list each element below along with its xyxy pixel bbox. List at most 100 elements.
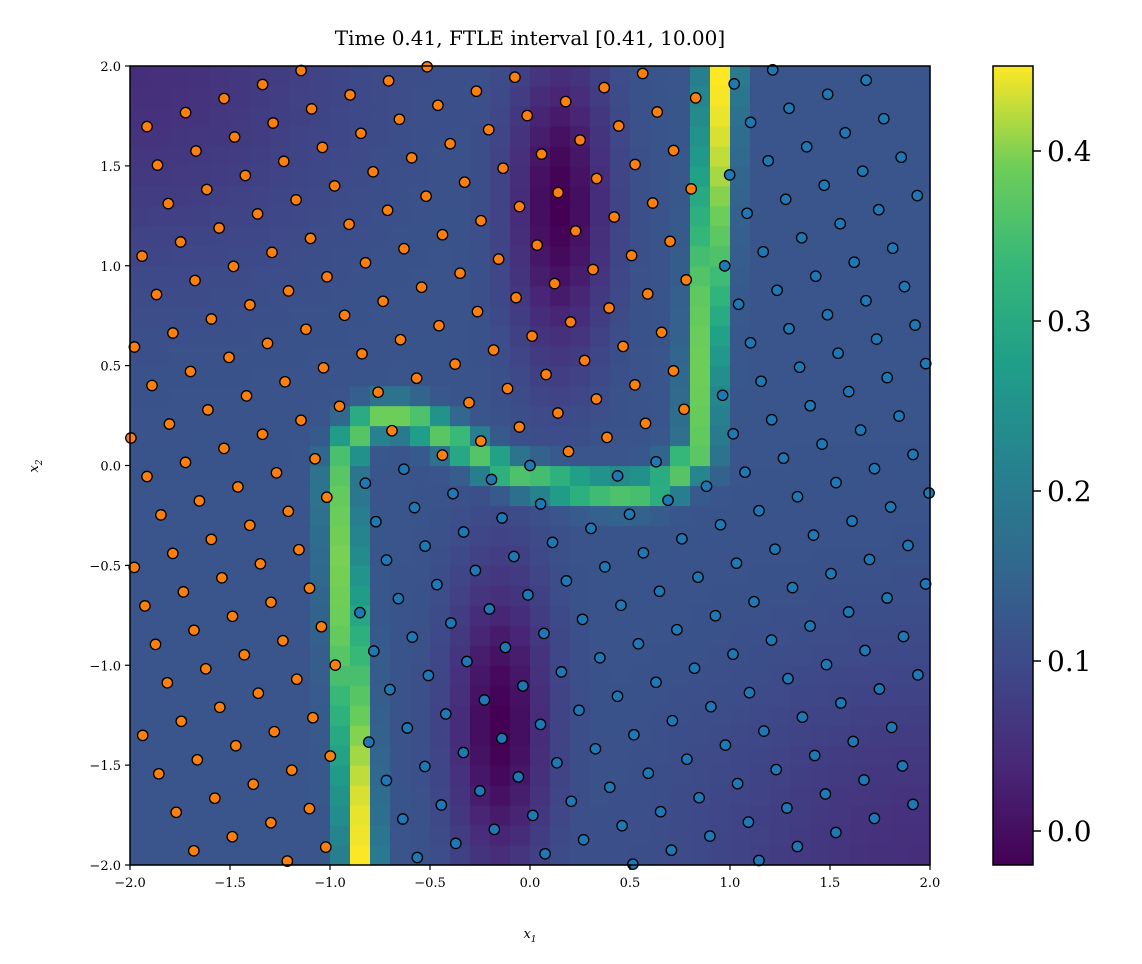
heatmap-cell bbox=[670, 105, 691, 127]
heatmap-cell bbox=[530, 825, 551, 846]
heatmap-cell bbox=[570, 565, 591, 586]
y-tick-label: 1.0 bbox=[100, 260, 121, 275]
heatmap-cell bbox=[750, 225, 771, 247]
heatmap-cell bbox=[190, 805, 211, 826]
particle-orange bbox=[449, 358, 461, 370]
heatmap-cell bbox=[310, 345, 331, 367]
heatmap-cell bbox=[830, 765, 851, 786]
heatmap-cell bbox=[650, 565, 671, 586]
heatmap-cell bbox=[150, 545, 171, 566]
heatmap-cell bbox=[310, 205, 331, 227]
particle-blue bbox=[615, 599, 627, 612]
heatmap-cell bbox=[370, 325, 391, 347]
particle-blue bbox=[907, 448, 919, 461]
heatmap-cell bbox=[290, 725, 311, 746]
heatmap-cell bbox=[610, 405, 631, 427]
heatmap-cell bbox=[370, 265, 391, 287]
particles bbox=[125, 60, 935, 871]
heatmap-cell bbox=[490, 605, 511, 626]
heatmap-cell bbox=[810, 585, 831, 606]
heatmap-cell bbox=[590, 105, 611, 127]
particle-orange bbox=[213, 222, 225, 234]
heatmap-cell bbox=[410, 385, 431, 407]
heatmap-cell bbox=[650, 385, 671, 407]
heatmap-cell bbox=[610, 485, 631, 507]
heatmap-cell bbox=[750, 345, 771, 367]
particle-orange bbox=[244, 299, 256, 311]
heatmap-cell bbox=[790, 505, 811, 527]
particle-blue bbox=[478, 694, 491, 706]
heatmap-cell bbox=[890, 685, 911, 706]
particle-orange bbox=[513, 200, 526, 213]
heatmap-cell bbox=[610, 445, 631, 467]
particle-blue bbox=[576, 613, 589, 626]
heatmap-cell bbox=[170, 825, 191, 846]
heatmap-cell bbox=[130, 825, 151, 846]
heatmap-cell bbox=[890, 825, 911, 846]
heatmap-cell bbox=[810, 325, 831, 347]
heatmap-cell bbox=[230, 445, 251, 467]
heatmap-cell bbox=[410, 125, 431, 147]
heatmap-cell bbox=[530, 685, 551, 706]
heatmap-cell bbox=[710, 845, 731, 866]
heatmap-cell bbox=[150, 725, 171, 746]
heatmap-cell bbox=[870, 385, 891, 407]
heatmap-cell bbox=[590, 685, 611, 706]
particle-blue bbox=[868, 462, 881, 475]
heatmap-cell bbox=[550, 485, 571, 507]
heatmap-cell bbox=[230, 685, 251, 706]
y-tick-label: −0.5 bbox=[89, 559, 121, 574]
y-tick-label: 2.0 bbox=[100, 60, 121, 75]
colorbar-ticks: 0.00.10.20.30.4 bbox=[1033, 135, 1092, 848]
heatmap-cell bbox=[190, 105, 211, 127]
heatmap-cell bbox=[830, 245, 851, 267]
heatmap-cell bbox=[710, 145, 731, 167]
particle-blue bbox=[755, 375, 767, 388]
heatmap-cell bbox=[690, 805, 711, 826]
heatmap-cell bbox=[890, 365, 911, 387]
heatmap-cell bbox=[390, 785, 411, 806]
particle-orange bbox=[199, 662, 212, 675]
heatmap-cell bbox=[450, 785, 471, 806]
particle-blue bbox=[786, 581, 799, 594]
heatmap-cell bbox=[170, 525, 191, 546]
heatmap-cell bbox=[250, 345, 271, 367]
particle-blue bbox=[757, 245, 770, 258]
heatmap-cell bbox=[190, 165, 211, 187]
heatmap-cell bbox=[170, 625, 191, 646]
heatmap-cell bbox=[910, 745, 931, 766]
heatmap-cell bbox=[810, 405, 831, 427]
heatmap-cell bbox=[530, 445, 551, 467]
heatmap-cell bbox=[230, 585, 251, 606]
heatmap-cell bbox=[610, 785, 631, 806]
heatmap-cell bbox=[810, 385, 831, 407]
heatmap-cell bbox=[890, 305, 911, 327]
particle-orange bbox=[247, 778, 260, 791]
heatmap-cell bbox=[470, 385, 491, 407]
particle-blue bbox=[856, 165, 869, 178]
heatmap-cell bbox=[630, 525, 651, 546]
heatmap-cell bbox=[130, 525, 151, 546]
particle-blue bbox=[830, 476, 842, 489]
particle-blue bbox=[616, 819, 628, 832]
heatmap-cell bbox=[870, 625, 891, 646]
heatmap-cell bbox=[790, 345, 811, 367]
x-tick-label: −2.0 bbox=[114, 876, 146, 891]
particle-orange bbox=[228, 131, 241, 143]
heatmap-cell bbox=[490, 365, 511, 387]
heatmap-cell bbox=[870, 485, 891, 507]
heatmap-cell bbox=[690, 145, 711, 167]
heatmap-cell bbox=[710, 105, 731, 127]
x-axis-label: x1 bbox=[523, 927, 536, 945]
heatmap-cell bbox=[310, 785, 331, 806]
heatmap-cell bbox=[830, 165, 851, 187]
particle-orange bbox=[175, 715, 188, 728]
heatmap-cell bbox=[510, 185, 531, 207]
particle-orange bbox=[601, 431, 613, 444]
heatmap-cell bbox=[250, 385, 271, 407]
heatmap-cell bbox=[610, 245, 631, 267]
particle-orange bbox=[163, 418, 176, 430]
particle-orange bbox=[240, 390, 253, 402]
particle-orange bbox=[433, 319, 445, 332]
heatmap-cell bbox=[150, 705, 171, 726]
